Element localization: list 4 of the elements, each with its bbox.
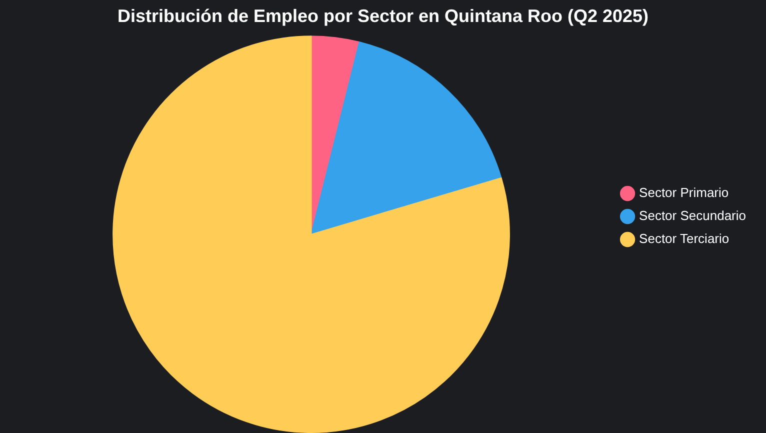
legend-label: Sector Primario <box>639 185 729 200</box>
legend-label: Sector Secundario <box>639 208 746 224</box>
legend-label: Sector Terciario <box>639 231 730 246</box>
chart-title: Distribución de Empleo por Sector en Quintana Roo (Q2 2025) <box>117 6 649 26</box>
